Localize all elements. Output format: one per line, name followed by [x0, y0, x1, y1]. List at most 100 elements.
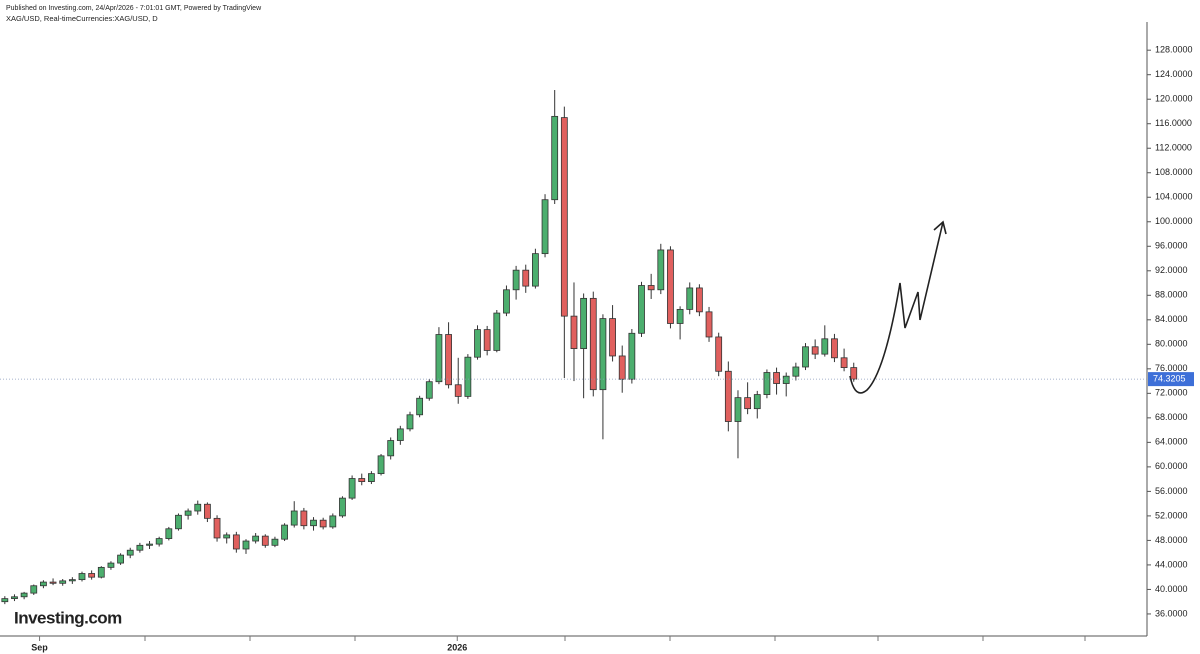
candle-body: [194, 503, 202, 512]
candle-body: [377, 455, 385, 475]
candle-body: [570, 315, 578, 350]
candle-body: [647, 285, 655, 291]
logo: Investing.com: [14, 608, 122, 627]
candle-body: [20, 592, 28, 598]
y-tick-label: 100.0000: [1155, 216, 1193, 226]
y-tick-label: 116.0000: [1155, 118, 1192, 128]
candle-body: [599, 318, 607, 391]
candle-body: [300, 510, 308, 527]
candle-body: [445, 334, 452, 386]
x-tick-label: Sep: [31, 642, 48, 652]
candle-body: [638, 285, 645, 334]
y-tick-label: 44.0000: [1155, 559, 1188, 569]
y-tick-label: 112.0000: [1155, 143, 1192, 153]
candle-body: [368, 473, 375, 482]
candle-body: [310, 519, 317, 527]
y-tick-label: 72.0000: [1155, 388, 1188, 398]
candle-body: [676, 308, 684, 324]
candle-body: [493, 312, 501, 351]
candle-body: [271, 538, 279, 546]
candle-body: [146, 543, 153, 546]
candle-body: [11, 596, 18, 600]
y-tick-label: 120.0000: [1155, 94, 1193, 104]
y-tick-label: 40.0000: [1155, 584, 1188, 594]
candle-body: [560, 117, 568, 317]
y-tick-label: 92.0000: [1155, 265, 1188, 275]
candle-body: [223, 534, 231, 539]
y-tick-label: 128.0000: [1155, 45, 1193, 55]
candle-body: [580, 297, 588, 350]
candle-body: [609, 318, 616, 357]
candle-body: [541, 199, 549, 255]
candle-body: [763, 372, 771, 395]
candle-body: [204, 503, 211, 519]
candle-body: [744, 397, 752, 410]
candle-body: [165, 528, 173, 539]
candle-body: [695, 287, 703, 313]
candle-body: [840, 357, 848, 369]
candle-body: [532, 253, 539, 287]
candle-body: [705, 311, 713, 338]
y-tick-label: 96.0000: [1155, 241, 1188, 251]
y-tick-label: 56.0000: [1155, 486, 1188, 496]
candle-body: [686, 287, 694, 310]
last-price-label: 74.3205: [1153, 373, 1186, 383]
y-tick-label: 88.0000: [1155, 290, 1188, 300]
last-price-box: [1148, 372, 1194, 387]
candle-body: [483, 329, 491, 351]
y-tick-label: 68.0000: [1155, 412, 1188, 422]
projection-arrow: [849, 220, 947, 394]
candle-body: [290, 510, 298, 526]
candle-body: [792, 366, 800, 377]
candle-body: [348, 478, 356, 499]
candle-body: [396, 428, 404, 441]
candle-body: [30, 585, 38, 594]
candle-body: [724, 370, 732, 422]
candle-body: [49, 581, 57, 584]
candle-body: [734, 397, 742, 422]
candle-body: [126, 549, 134, 556]
candle-body: [281, 524, 288, 540]
candle-body: [1, 598, 9, 603]
candle-body: [117, 554, 124, 564]
candle-body: [329, 515, 337, 528]
candle-body: [802, 346, 809, 368]
candle-body: [59, 580, 67, 584]
candle-body: [667, 249, 674, 324]
candle-body: [78, 573, 86, 581]
y-tick-label: 80.0000: [1155, 339, 1188, 349]
y-tick-label: 52.0000: [1155, 510, 1188, 520]
candle-body: [107, 562, 115, 568]
candle-body: [474, 329, 481, 358]
candle-body: [358, 478, 366, 482]
candle-body: [454, 384, 462, 397]
y-tick-label: 108.0000: [1155, 167, 1193, 177]
candle-body: [831, 338, 838, 359]
chart-subtitle: Published on Investing.com, 24/Apr/2026 …: [6, 5, 262, 12]
candle-body: [136, 544, 144, 551]
candle-body: [618, 355, 626, 380]
candle-body: [406, 414, 414, 430]
candles: [1, 90, 858, 605]
candle-body: [252, 535, 260, 542]
candle-body: [503, 289, 510, 314]
candle-body: [40, 581, 47, 587]
candle-body: [715, 336, 723, 372]
candle-body: [213, 517, 221, 539]
x-tick-label: 2026: [447, 642, 467, 652]
candle-body: [821, 338, 829, 355]
candle-body: [387, 440, 395, 457]
chart-title: XAG/USD, Real-timeCurrencies:XAG/USD, D: [6, 14, 158, 23]
candle-body: [261, 535, 269, 546]
candle-body: [589, 297, 597, 391]
y-tick-label: 104.0000: [1155, 192, 1193, 202]
candle-body: [339, 497, 346, 517]
candle-body: [425, 381, 433, 399]
y-tick-label: 84.0000: [1155, 314, 1188, 324]
y-tick-label: 64.0000: [1155, 437, 1188, 447]
candle-body: [753, 394, 761, 410]
candle-body: [551, 115, 559, 201]
candle-body: [435, 334, 443, 383]
candle-body: [68, 579, 76, 582]
y-tick-label: 124.0000: [1155, 69, 1193, 79]
